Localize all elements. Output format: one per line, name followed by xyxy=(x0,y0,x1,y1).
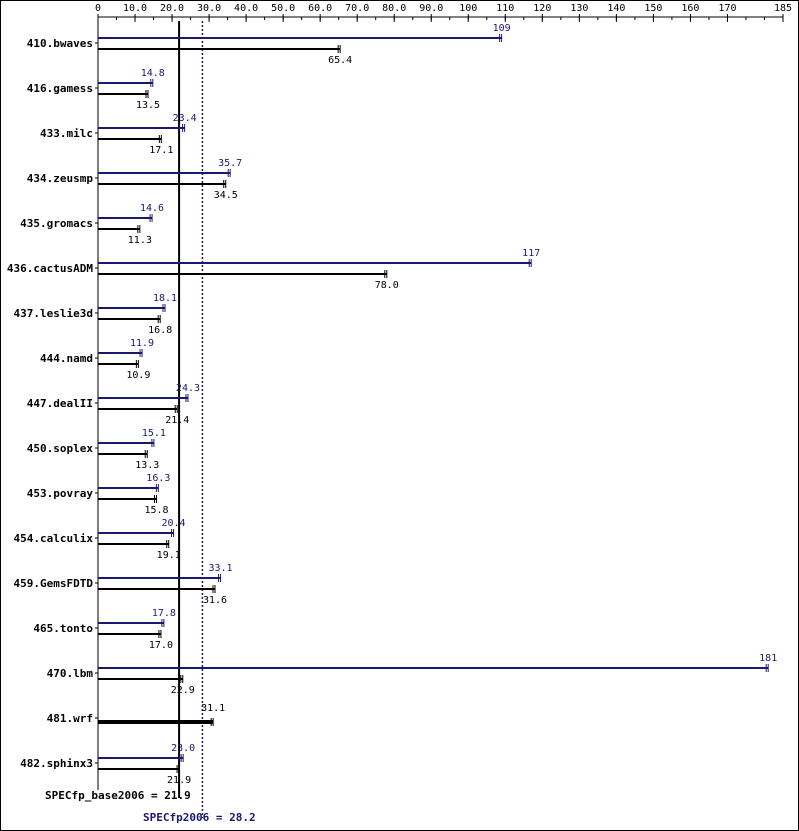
value-label-base-454-calculix: 19.1 xyxy=(157,550,181,561)
value-label-base-410-bwaves: 65.4 xyxy=(328,55,352,66)
x-tick-label: 140 xyxy=(607,3,625,14)
x-tick-label: 20.0 xyxy=(160,3,184,14)
category-label-454-calculix: 454.calculix xyxy=(14,532,94,545)
value-label-481-wrf: 31.1 xyxy=(201,703,225,714)
value-label-peak-437-leslie3d: 18.1 xyxy=(153,293,177,304)
category-label-482-sphinx3: 482.sphinx3 xyxy=(20,757,93,770)
value-label-base-416-gamess: 13.5 xyxy=(136,100,160,111)
value-label-peak-444-namd: 11.9 xyxy=(130,338,154,349)
x-tick-label: 50.0 xyxy=(271,3,295,14)
value-label-peak-453-povray: 16.3 xyxy=(146,473,170,484)
labels: 410.bwaves 109 65.4 416.gamess 14.8 13.5 433.m… xyxy=(7,23,777,824)
value-label-peak-410-bwaves: 109 xyxy=(493,23,511,34)
value-label-peak-459-gemsfdtd: 33.1 xyxy=(209,563,233,574)
x-tick-label: 40.0 xyxy=(234,3,258,14)
category-label-450-soplex: 450.soplex xyxy=(27,442,94,455)
value-label-peak-435-gromacs: 14.6 xyxy=(140,203,164,214)
category-label-416-gamess: 416.gamess xyxy=(27,82,93,95)
x-tick-label: 170 xyxy=(718,3,736,14)
x-tick-label: 110 xyxy=(496,3,514,14)
category-label-433-milc: 433.milc xyxy=(40,127,93,140)
category-label-434-zeusmp: 434.zeusmp xyxy=(27,172,94,185)
value-label-base-434-zeusmp: 34.5 xyxy=(214,190,238,201)
x-tick-label: 30.0 xyxy=(197,3,221,14)
value-label-peak-465-tonto: 17.8 xyxy=(152,608,176,619)
value-label-base-459-gemsfdtd: 31.6 xyxy=(203,595,227,606)
x-tick-label: 130 xyxy=(570,3,588,14)
value-label-base-437-leslie3d: 16.8 xyxy=(148,325,172,336)
x-tick-label: 185 xyxy=(774,3,792,14)
summary-peak-label: SPECfp2006 = 28.2 xyxy=(143,811,256,824)
value-label-peak-482-sphinx3: 23.0 xyxy=(171,743,195,754)
bars xyxy=(98,34,769,773)
value-label-base-482-sphinx3: 21.9 xyxy=(167,775,191,786)
value-label-peak-470-lbm: 181 xyxy=(759,653,777,664)
x-tick-label: 160 xyxy=(681,3,699,14)
x-tick-label: 120 xyxy=(533,3,551,14)
x-tick-label: 90.0 xyxy=(419,3,443,14)
value-label-peak-433-milc: 23.4 xyxy=(173,113,197,124)
category-label-410-bwaves: 410.bwaves xyxy=(27,37,93,50)
value-label-peak-434-zeusmp: 35.7 xyxy=(218,158,242,169)
category-label-481-wrf: 481.wrf xyxy=(47,712,93,725)
x-tick-label: 100 xyxy=(459,3,477,14)
value-label-base-465-tonto: 17.0 xyxy=(149,640,173,651)
x-tick-label: 80.0 xyxy=(382,3,406,14)
category-label-470-lbm: 470.lbm xyxy=(47,667,94,680)
value-label-base-433-milc: 17.1 xyxy=(149,145,173,156)
x-tick-label: 60.0 xyxy=(308,3,332,14)
category-label-444-namd: 444.namd xyxy=(40,352,93,365)
x-tick-label: 150 xyxy=(644,3,662,14)
x-tick-label: 70.0 xyxy=(345,3,369,14)
category-label-436-cactusadm: 436.cactusADM xyxy=(7,262,93,275)
value-label-peak-450-soplex: 15.1 xyxy=(142,428,166,439)
value-label-base-447-dealii: 21.4 xyxy=(165,415,189,426)
value-label-peak-436-cactusadm: 117 xyxy=(522,248,540,259)
value-label-base-450-soplex: 13.3 xyxy=(135,460,159,471)
value-label-base-453-povray: 15.8 xyxy=(144,505,168,516)
value-label-base-444-namd: 10.9 xyxy=(126,370,150,381)
summary-base-label: SPECfp_base2006 = 21.9 xyxy=(45,789,191,802)
category-label-435-gromacs: 435.gromacs xyxy=(20,217,93,230)
category-label-437-leslie3d: 437.leslie3d xyxy=(14,307,93,320)
value-label-peak-447-dealii: 24.3 xyxy=(176,383,200,394)
value-label-peak-454-calculix: 20.4 xyxy=(161,518,185,529)
x-axis: 0 10.0 20.0 30.0 40.0 50.0 60.0 70.0 80.0 90.0 100… xyxy=(95,3,792,790)
category-label-447-dealii: 447.dealII xyxy=(27,397,93,410)
category-label-459-gemsfdtd: 459.GemsFDTD xyxy=(14,577,94,590)
value-label-peak-416-gamess: 14.8 xyxy=(141,68,165,79)
category-label-453-povray: 453.povray xyxy=(27,487,94,500)
value-label-base-436-cactusadm: 78.0 xyxy=(375,280,399,291)
value-label-base-470-lbm: 22.9 xyxy=(171,685,195,696)
x-tick-label: 0 xyxy=(95,3,101,14)
value-label-base-435-gromacs: 11.3 xyxy=(128,235,152,246)
x-tick-label: 10.0 xyxy=(123,3,147,14)
category-label-465-tonto: 465.tonto xyxy=(33,622,93,635)
